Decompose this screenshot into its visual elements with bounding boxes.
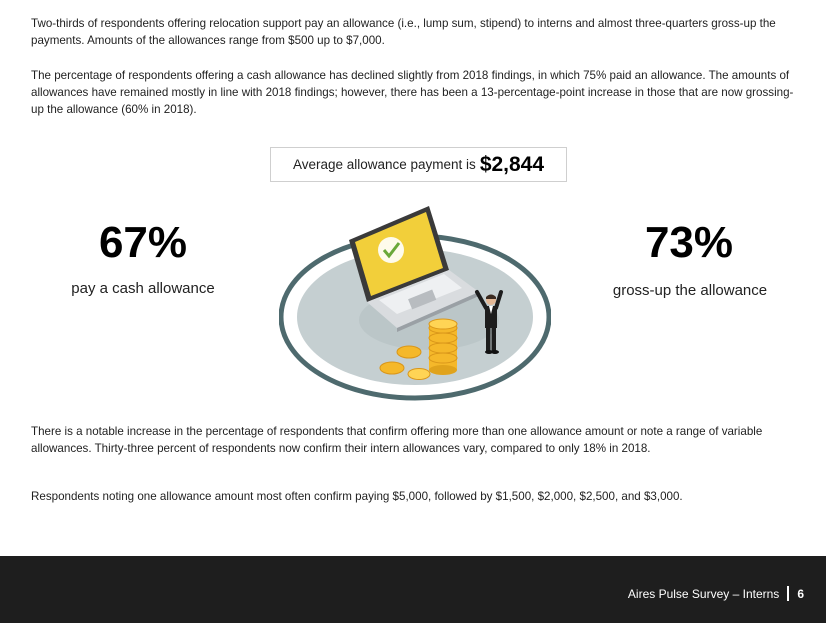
variable-allowance-paragraph: There is a notable increase in the perce… xyxy=(31,425,763,455)
intro-paragraph: Two-thirds of respondents offering reloc… xyxy=(31,17,776,47)
footer-title: Aires Pulse Survey – Interns xyxy=(627,586,780,601)
allowance-amount-paragraph: Respondents noting one allowance amount … xyxy=(31,490,683,503)
gross-up-percent: 73% xyxy=(644,218,734,267)
average-allowance-amount: $2,844 xyxy=(479,152,545,176)
average-allowance-box: Average allowance payment is $2,844 xyxy=(270,147,567,182)
page-footer: Aires Pulse Survey – Interns 6 xyxy=(0,556,826,623)
footer-divider xyxy=(787,586,790,601)
page-number: 6 xyxy=(797,586,804,601)
gross-up-label: gross-up the allowance xyxy=(612,282,768,299)
footer-info: Aires Pulse Survey – Interns 6 xyxy=(628,586,804,601)
businessman-icon xyxy=(475,290,503,354)
cash-allowance-percent: 67% xyxy=(98,218,188,267)
laptop-with-coins-and-businessman-illustration xyxy=(279,206,551,401)
trend-paragraph: The percentage of respondents offering a… xyxy=(31,69,794,116)
cash-allowance-label: pay a cash allowance xyxy=(71,280,215,297)
coin-stack-icon xyxy=(428,318,458,375)
average-allowance-label: Average allowance payment is xyxy=(292,157,476,172)
